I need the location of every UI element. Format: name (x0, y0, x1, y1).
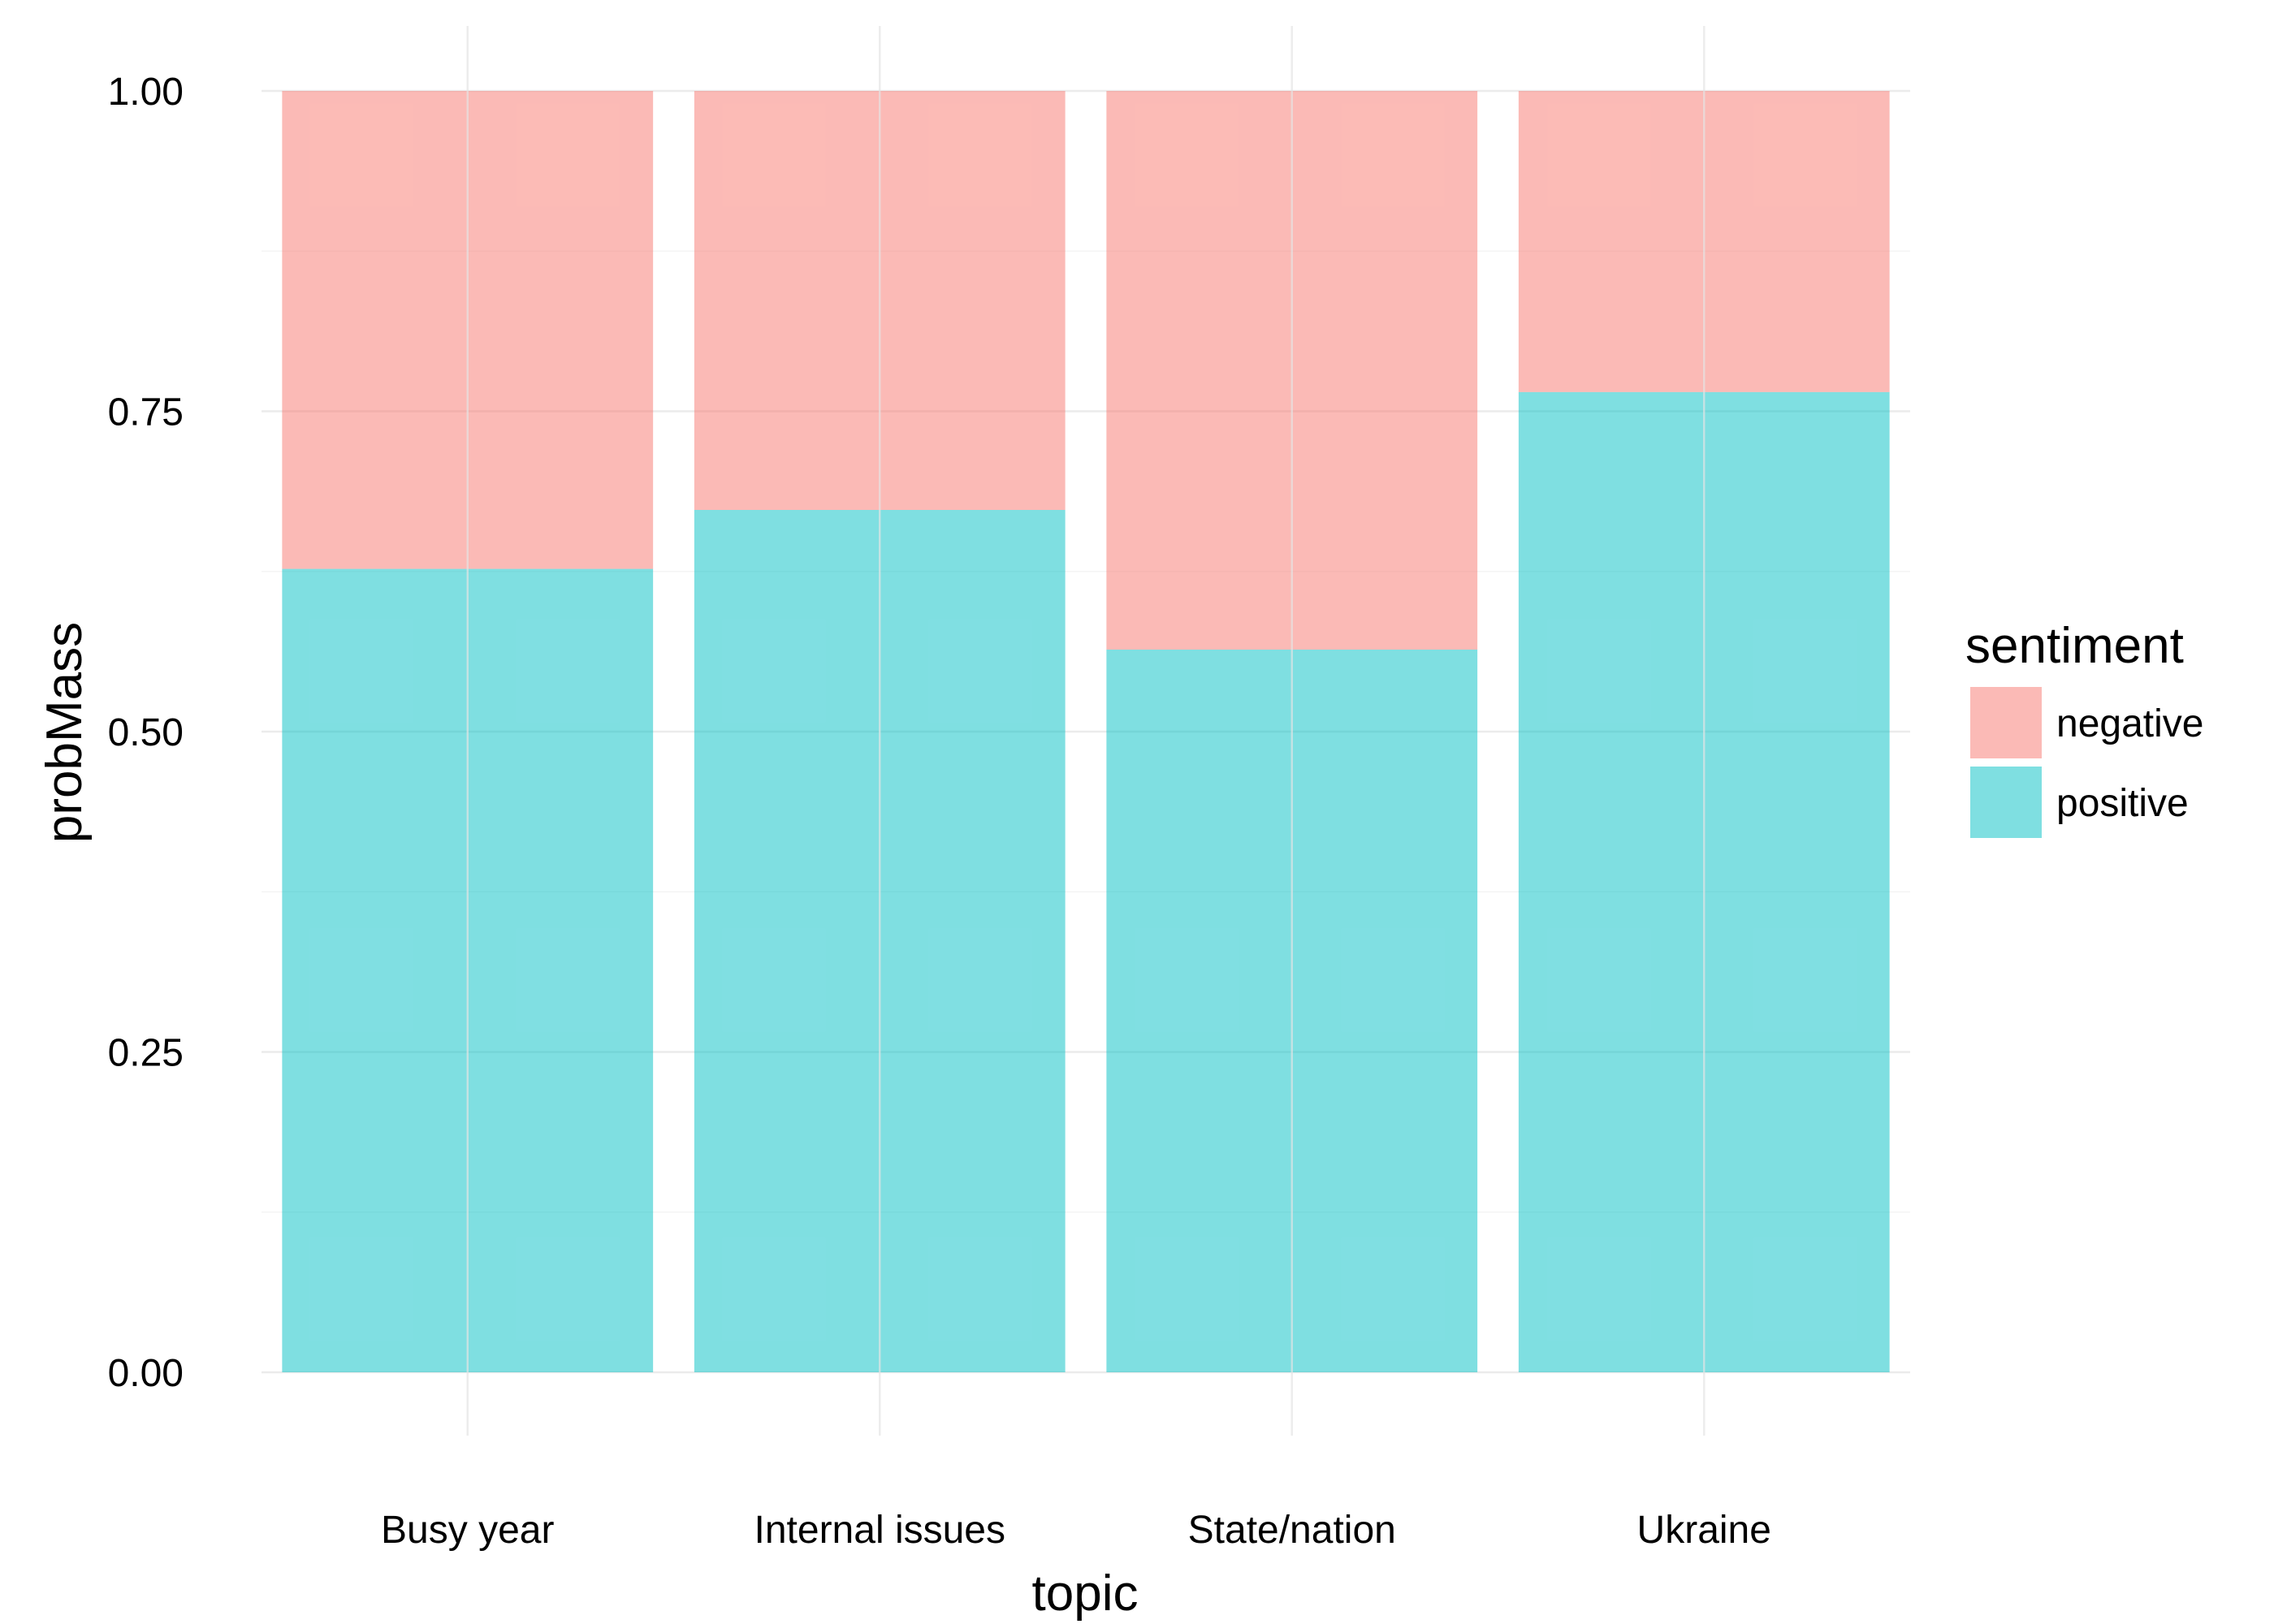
y-tick-label: 1.00 (108, 71, 184, 114)
y-tick-label: 0.25 (108, 1032, 184, 1075)
y-tick-label: 0.75 (108, 391, 184, 434)
legend-key-positive (1970, 767, 2042, 838)
y-axis-title: probMass (37, 622, 93, 843)
x-tick-label: Internal issues (754, 1509, 1006, 1552)
y-tick-label: 0.00 (108, 1352, 184, 1395)
x-tick-label: Busy year (381, 1509, 554, 1552)
x-axis-title: topic (1032, 1566, 1139, 1622)
y-axis-ticks: 0.00 0.25 0.50 0.75 1.00 (108, 71, 184, 1395)
legend-label-positive: positive (2056, 782, 2189, 825)
y-tick-label: 0.50 (108, 711, 184, 754)
vertical-grid (466, 26, 1706, 1436)
x-tick-label: Ukraine (1637, 1509, 1771, 1552)
x-axis-ticks: Busy year Internal issues State/nation Ukra… (381, 1509, 1771, 1552)
legend: sentiment negative positive (1965, 618, 2203, 838)
x-tick-label: State/nation (1188, 1509, 1396, 1552)
legend-label-negative: negative (2056, 702, 2203, 745)
legend-title: sentiment (1965, 618, 2184, 674)
legend-entries: negative positive (1970, 687, 2203, 838)
legend-key-negative (1970, 687, 2042, 758)
